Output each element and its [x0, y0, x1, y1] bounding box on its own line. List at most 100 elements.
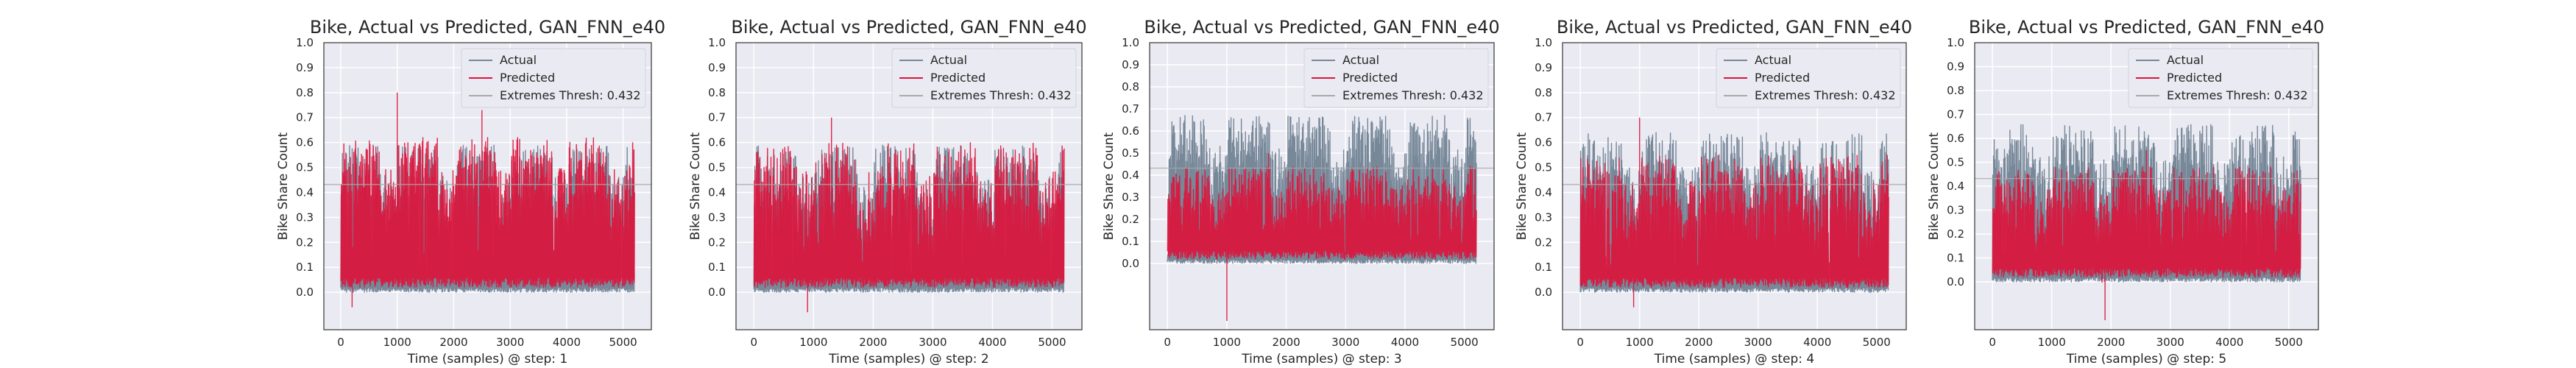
y-tick-label: 0.2	[1947, 227, 1964, 241]
y-tick-label: 1.0	[1122, 36, 1139, 49]
chart-title: Bike, Actual vs Predicted, GAN_FNN_e40	[1557, 17, 1912, 38]
x-axis-label: Time (samples) @ step: 1	[407, 352, 567, 367]
y-tick-label: 0.6	[1122, 124, 1139, 138]
y-tick-label: 1.0	[1947, 36, 1964, 49]
x-tick-label: 0	[1577, 336, 1584, 349]
x-tick-label: 3000	[2156, 336, 2184, 349]
y-tick-label: 0.8	[708, 86, 726, 99]
chart-2: 0 1000 2000 3000 4000 5000 0.0 0.1 0.2 0.3 0.4 0.5 0…	[688, 17, 1087, 367]
plot-frame	[1149, 42, 1495, 330]
series-predicted-line	[1167, 153, 1477, 321]
legend-label-1: Actual	[2167, 53, 2204, 67]
legend-label-1: Actual	[1755, 53, 1791, 67]
y-tick-label: 0.5	[708, 161, 726, 174]
x-tick-label: 2000	[1272, 336, 1300, 349]
y-tick-label: 0.4	[708, 185, 726, 199]
series-predicted-line	[1579, 117, 1889, 308]
y-tick-label: 0.3	[296, 210, 314, 224]
legend-label-1: Actual	[930, 53, 967, 67]
legend-box	[1303, 48, 1489, 108]
x-tick-label: 4000	[553, 336, 581, 349]
y-tick-label: 0.2	[708, 236, 726, 249]
legend-box	[461, 48, 646, 108]
x-tick-label: 1000	[2038, 336, 2066, 349]
x-tick-label: 3000	[496, 336, 524, 349]
legend-label-2: Predicted	[930, 71, 986, 85]
x-axis-label: Time (samples) @ step: 2	[828, 352, 988, 367]
legend: Actual Predicted Extremes Thresh: 0.432	[2128, 48, 2313, 108]
y-tick-label: 0.8	[1947, 84, 1964, 97]
x-tick-label: 2000	[1685, 336, 1713, 349]
legend-label-2: Predicted	[2167, 71, 2222, 85]
legend-label-3: Extremes Thresh: 0.432	[2167, 88, 2308, 102]
legend-label-3: Extremes Thresh: 0.432	[1342, 88, 1484, 102]
series-predicted-line	[340, 92, 635, 308]
legend-label-1: Actual	[500, 53, 537, 67]
x-tick-label: 2000	[439, 336, 467, 349]
legend: Actual Predicted Extremes Thresh: 0.432	[1303, 48, 1489, 108]
y-tick-label: 0.7	[1122, 102, 1139, 116]
x-tick-label: 5000	[1863, 336, 1891, 349]
chart-title: Bike, Actual vs Predicted, GAN_FNN_e40	[1144, 17, 1499, 38]
y-tick-label: 1.0	[708, 36, 726, 49]
y-tick-label: 0.4	[1122, 169, 1139, 182]
x-axis-label: Time (samples) @ step: 5	[2066, 352, 2226, 367]
x-tick-label: 0	[1989, 336, 1996, 349]
series-predicted-line	[1992, 150, 2301, 320]
y-tick-label: 1.0	[296, 36, 314, 49]
y-tick-label: 0.9	[296, 61, 314, 74]
chart-3: 0 1000 2000 3000 4000 5000 0.0 0.1 0.2 0.3 0.4 0.5 0…	[1102, 17, 1500, 367]
y-axis-label: Bike Share Count	[276, 132, 291, 240]
y-tick-label: 0.9	[708, 61, 726, 74]
y-tick-label: 0.9	[1535, 61, 1552, 74]
x-tick-label: 3000	[919, 336, 946, 349]
legend-label-2: Predicted	[500, 71, 555, 85]
x-tick-label: 2000	[2097, 336, 2125, 349]
chart-title: Bike, Actual vs Predicted, GAN_FNN_e40	[1969, 17, 2324, 38]
y-tick-label: 0.0	[708, 286, 726, 299]
y-tick-label: 0.5	[1947, 156, 1964, 169]
x-tick-label: 4000	[2215, 336, 2243, 349]
legend: Actual Predicted Extremes Thresh: 0.432	[461, 48, 646, 108]
x-tick-label: 1000	[383, 336, 411, 349]
x-tick-label: 5000	[609, 336, 637, 349]
chart-title: Bike, Actual vs Predicted, GAN_FNN_e40	[310, 17, 665, 38]
plot-frame	[735, 42, 1083, 330]
y-tick-label: 0.9	[1122, 58, 1139, 71]
plot-frame	[1562, 42, 1907, 330]
y-tick-label: 0.2	[1535, 236, 1552, 249]
chart-1: 0 1000 2000 3000 4000 5000 0.0 0.1 0.2 0.3 0.4 0.5 0…	[276, 17, 665, 367]
y-tick-label: 0.8	[1535, 86, 1552, 99]
x-tick-label: 5000	[2275, 336, 2303, 349]
y-tick-label: 0.3	[1535, 210, 1552, 224]
y-tick-label: 0.1	[708, 261, 726, 274]
y-tick-label: 0.8	[1122, 80, 1139, 93]
y-tick-label: 0.1	[296, 261, 314, 274]
y-tick-label: 0.5	[1535, 161, 1552, 174]
legend: Actual Predicted Extremes Thresh: 0.432	[1716, 48, 1901, 108]
plot-frame	[1974, 42, 2319, 330]
y-tick-label: 0.6	[708, 136, 726, 149]
y-tick-label: 0.6	[1947, 132, 1964, 145]
x-tick-label: 0	[751, 336, 758, 349]
y-tick-label: 0.7	[708, 111, 726, 124]
chart-5: 0 1000 2000 3000 4000 5000 0.0 0.1 0.2 0.3 0.4 0.5 0…	[1927, 17, 2324, 367]
y-tick-label: 0.4	[296, 185, 314, 199]
legend-label-2: Predicted	[1342, 71, 1398, 85]
x-tick-label: 2000	[859, 336, 887, 349]
legend-box	[1716, 48, 1901, 108]
y-axis-label: Bike Share Count	[1102, 132, 1117, 240]
y-tick-label: 0.1	[1947, 252, 1964, 265]
x-tick-label: 1000	[1213, 336, 1241, 349]
x-tick-label: 1000	[1626, 336, 1654, 349]
y-axis-label: Bike Share Count	[688, 132, 703, 240]
y-tick-label: 0.5	[1122, 146, 1139, 160]
y-tick-label: 0.3	[1947, 204, 1964, 217]
x-tick-label: 4000	[978, 336, 1006, 349]
y-tick-label: 0.6	[1535, 136, 1552, 149]
legend-label-3: Extremes Thresh: 0.432	[1755, 88, 1896, 102]
y-tick-label: 0.6	[296, 136, 314, 149]
x-tick-label: 4000	[1803, 336, 1831, 349]
y-tick-label: 0.3	[1122, 191, 1139, 204]
x-tick-label: 4000	[1391, 336, 1419, 349]
